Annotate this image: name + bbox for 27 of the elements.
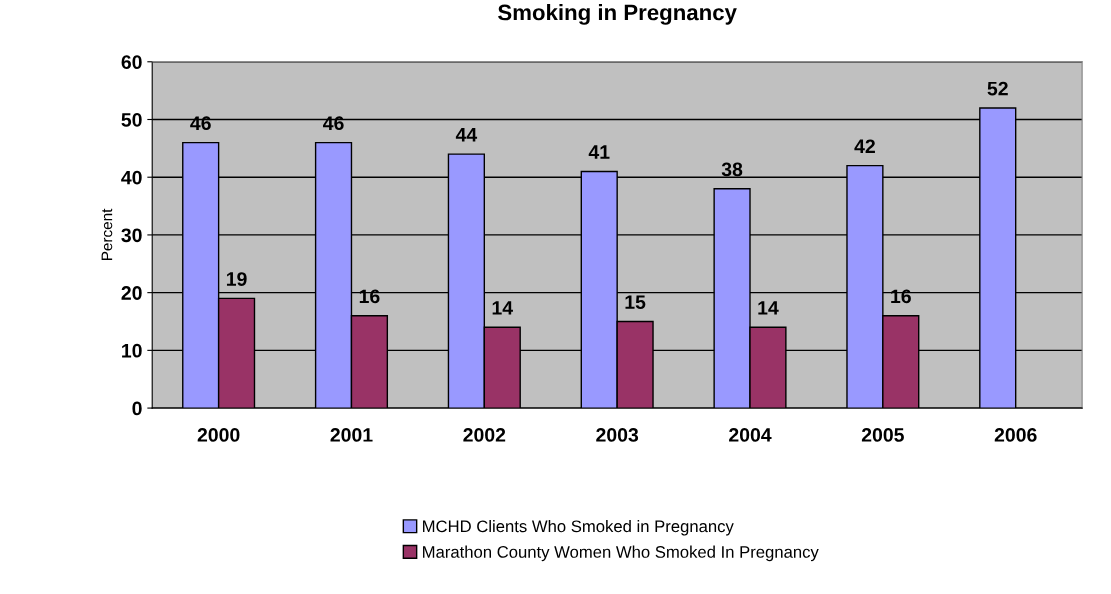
data-label: 52 <box>987 81 1008 96</box>
y-tick-label: 50 <box>121 112 142 127</box>
data-label: 15 <box>625 295 646 309</box>
data-label: 14 <box>492 301 513 315</box>
data-label: 19 <box>226 272 247 286</box>
legend-label: Marathon County Women Who Smoked In Pregnancy <box>423 545 819 562</box>
y-tick-label: 30 <box>121 228 142 243</box>
data-label: 42 <box>854 139 875 153</box>
x-tick-label: 2001 <box>330 428 373 442</box>
y-tick-label: 60 <box>121 55 142 70</box>
y-tick-label: 10 <box>122 343 142 358</box>
x-tick-label: 2004 <box>729 428 772 442</box>
x-tick-label: 2003 <box>596 428 639 442</box>
y-tick-label: 20 <box>121 286 142 300</box>
x-tick-label: 2006 <box>994 428 1037 442</box>
y-tick-label: 0 <box>132 401 142 416</box>
x-tick-label: 2000 <box>197 428 240 442</box>
x-tick-label: 2002 <box>463 428 506 442</box>
y-tick-label: 40 <box>121 170 142 185</box>
legend-label: MCHD Clients Who Smoked in Pregnancy <box>423 519 734 536</box>
data-label: 38 <box>721 162 743 177</box>
data-label: 44 <box>455 128 478 142</box>
chart-title: Smoking in Pregnancy <box>498 4 737 25</box>
data-label: 14 <box>758 301 779 315</box>
x-tick-label: 2005 <box>861 428 904 442</box>
data-label: 41 <box>588 145 610 159</box>
y-axis-title: Percent <box>101 208 113 260</box>
